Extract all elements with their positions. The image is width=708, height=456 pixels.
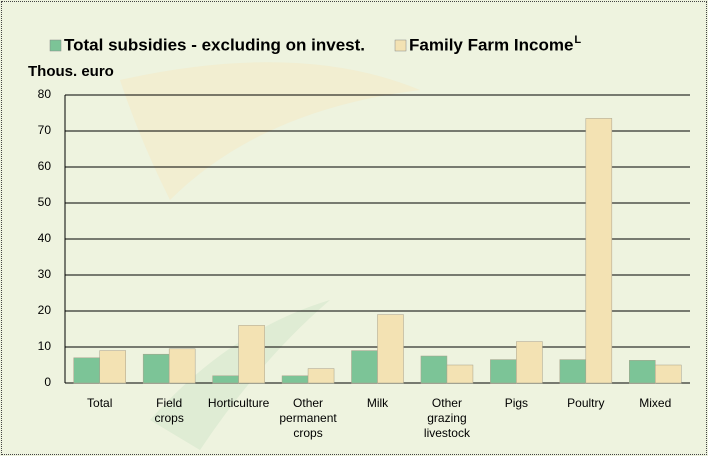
y-tick-label: 20 xyxy=(38,303,52,317)
x-tick-label: Field crops xyxy=(154,396,184,425)
bar xyxy=(516,341,543,384)
x-tick-label: Mixed xyxy=(639,396,672,410)
y-axis-label: Thous. euro xyxy=(28,63,114,80)
bar xyxy=(351,350,378,384)
bar xyxy=(377,314,404,384)
y-tick-label: 60 xyxy=(38,159,52,173)
bar xyxy=(655,364,682,384)
bar xyxy=(559,359,587,384)
x-tick-label: Other grazing livestock xyxy=(423,396,470,440)
legend-swatch xyxy=(49,39,62,52)
y-tick-label: 70 xyxy=(38,123,52,137)
legend-swatch xyxy=(394,39,407,52)
bar xyxy=(446,364,474,384)
y-tick-label: 40 xyxy=(38,231,52,245)
x-tick-label: Total xyxy=(87,396,113,410)
x-tick-label: Horticulture xyxy=(207,396,270,410)
y-tick-label: 0 xyxy=(44,375,51,389)
bar xyxy=(99,350,126,384)
bar xyxy=(212,375,239,384)
bar xyxy=(490,359,517,384)
bar xyxy=(73,357,100,384)
x-tick-label: Milk xyxy=(366,396,389,410)
bar xyxy=(238,325,265,384)
y-tick-label: 10 xyxy=(38,339,52,353)
y-tick-label: 30 xyxy=(38,267,52,281)
x-tick-label: Pigs xyxy=(504,396,529,410)
bar xyxy=(420,355,448,384)
legend-label: Total subsidies - excluding on invest. xyxy=(64,35,365,54)
bar xyxy=(629,360,656,384)
x-tick-label: Other permanent crops xyxy=(279,396,337,440)
bar xyxy=(142,353,170,384)
legend-label: Family Farm Income xyxy=(409,35,573,54)
bar xyxy=(307,368,335,384)
x-tick-label: Poultry xyxy=(567,396,605,410)
bar xyxy=(168,348,196,384)
legend-note: L xyxy=(574,34,581,46)
y-tick-label: 80 xyxy=(38,87,52,101)
bar xyxy=(585,118,613,384)
bar xyxy=(281,375,309,384)
y-tick-label: 50 xyxy=(38,195,52,209)
